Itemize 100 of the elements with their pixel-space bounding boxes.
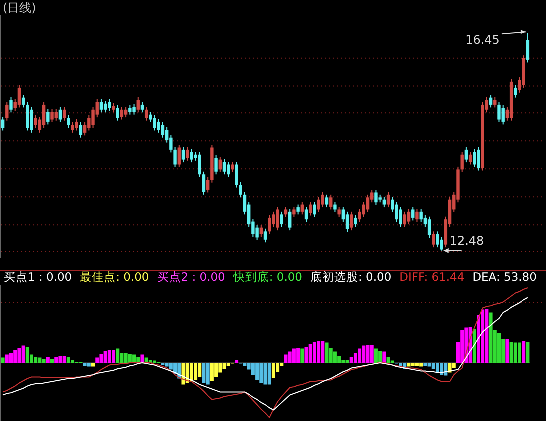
bar: [264, 363, 268, 385]
text: 买点2 : 0.00: [157, 270, 226, 284]
candlestick: [374, 189, 378, 206]
bar: [325, 342, 329, 363]
bar: [54, 357, 58, 363]
text: DEA: 53.80: [472, 270, 537, 284]
annotation: 12.48: [450, 234, 484, 248]
candlestick: [161, 122, 165, 138]
candlestick: [46, 108, 50, 126]
candlestick: [116, 105, 120, 122]
candlestick: [62, 106, 66, 122]
candlestick: [468, 152, 472, 166]
candlestick: [132, 104, 136, 116]
bar: [460, 330, 464, 363]
candlestick: [120, 106, 124, 120]
bar: [10, 353, 13, 363]
candlestick: [1, 116, 5, 132]
bar: [424, 363, 428, 366]
candlestick: [386, 192, 390, 208]
candlestick: [140, 102, 144, 114]
bar: [136, 357, 140, 363]
bar: [198, 363, 202, 378]
candlestick: [382, 196, 386, 208]
bar: [66, 357, 70, 363]
candlestick: [218, 156, 222, 173]
bar: [338, 356, 342, 363]
candlestick: [366, 194, 370, 213]
candlestick: [284, 206, 288, 218]
candlestick: [420, 208, 423, 223]
bar: [522, 341, 526, 363]
candlestick: [22, 94, 26, 108]
bar: [34, 357, 38, 363]
bar: [256, 363, 260, 380]
candlestick: [350, 211, 354, 232]
bar: [50, 359, 54, 363]
candlestick: [26, 102, 30, 132]
candlestick: [226, 162, 230, 178]
candlestick: [54, 108, 58, 122]
candlestick: [354, 214, 358, 228]
bar: [18, 348, 22, 363]
bar: [235, 360, 239, 363]
candlestick: [256, 224, 259, 241]
candlestick: [428, 216, 432, 239]
bar: [5, 354, 9, 363]
bar: [308, 344, 312, 363]
bar: [58, 356, 62, 363]
candlestick: [264, 228, 268, 244]
bar: [116, 348, 120, 363]
candlestick: [296, 204, 300, 216]
candlestick: [514, 84, 518, 98]
candlestick: [280, 211, 284, 228]
candlestick: [407, 208, 411, 226]
bar: [132, 354, 136, 363]
candlestick: [214, 154, 218, 176]
bar: [284, 354, 288, 363]
candlestick: [338, 206, 341, 218]
candlestick: [272, 211, 276, 228]
bar: [333, 352, 337, 363]
candlestick: [136, 96, 140, 114]
candlestick: [362, 202, 366, 218]
bar: [472, 329, 476, 363]
candlestick: [124, 106, 128, 118]
bar: [321, 341, 325, 363]
bar: [342, 360, 346, 363]
candlestick: [436, 231, 440, 248]
bar: [346, 360, 350, 363]
bar: [26, 347, 30, 363]
candlestick: [30, 106, 34, 134]
candlestick: [100, 98, 104, 114]
candlestick: [498, 102, 501, 124]
bar: [14, 350, 18, 363]
candlestick: [58, 106, 62, 124]
bar: [370, 345, 374, 363]
candlestick: [432, 231, 436, 248]
candlestick: [178, 144, 181, 168]
candlestick: [292, 206, 296, 218]
bar: [46, 357, 50, 363]
bar: [292, 348, 296, 363]
bar: [510, 342, 514, 363]
candlestick: [198, 152, 202, 178]
bar: [288, 352, 292, 363]
candlestick: [325, 194, 329, 208]
candlestick: [75, 118, 78, 132]
bar: [411, 363, 415, 366]
candlestick: [157, 118, 160, 134]
bar: [428, 363, 432, 367]
candlestick: [440, 236, 444, 252]
candlestick: [174, 146, 177, 168]
candlestick: [526, 32, 530, 64]
bar: [296, 348, 300, 363]
candlestick: [477, 146, 480, 172]
candlestick: [260, 224, 263, 238]
candlestick: [83, 122, 87, 136]
bar: [317, 341, 321, 363]
bar: [526, 342, 530, 363]
candlestick: [358, 208, 362, 223]
bar: [92, 363, 96, 367]
candlestick: [202, 171, 206, 196]
bar: [83, 363, 87, 366]
candlestick: [235, 162, 238, 188]
